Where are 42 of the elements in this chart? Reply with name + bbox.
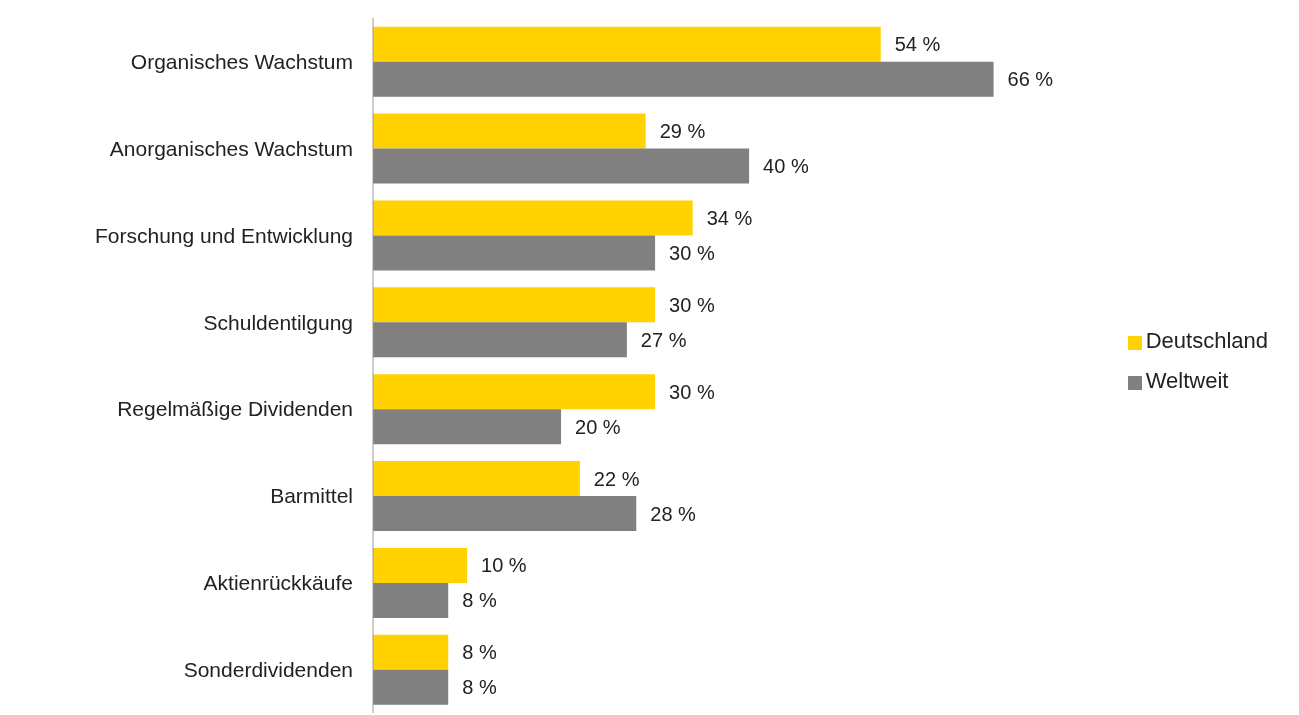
data-label: 8 % (462, 589, 497, 612)
bar (373, 547, 468, 583)
bar (373, 148, 750, 184)
bar (373, 582, 449, 618)
bar (373, 496, 637, 532)
bar (373, 634, 449, 670)
data-label: 20 % (575, 415, 621, 438)
data-label: 30 % (669, 293, 715, 316)
data-label: 29 % (659, 120, 706, 143)
data-label: 40 % (763, 155, 809, 178)
y-tick-label: Aktienrückkäufe (203, 571, 353, 595)
bar (373, 235, 656, 271)
bar (373, 287, 656, 323)
bar (373, 461, 580, 497)
data-label: 8 % (462, 676, 497, 699)
data-label: 10 % (481, 554, 527, 577)
data-label: 54 % (894, 33, 941, 56)
data-label: 22 % (593, 467, 640, 490)
y-tick-label: Regelmäßige Dividenden (117, 397, 353, 421)
y-tick-label: Sonderdividenden (183, 658, 353, 682)
y-tick-label: Organisches Wachstum (130, 49, 353, 73)
bar (373, 409, 562, 445)
bar (373, 113, 646, 149)
bar (373, 26, 881, 62)
data-label: 30 % (669, 380, 715, 403)
legend-label: Weltweit (1145, 367, 1229, 393)
data-label: 66 % (1007, 68, 1054, 91)
y-tick-label: Barmittel (270, 484, 353, 508)
y-tick-label: Anorganisches Wachstum (109, 136, 353, 160)
bar (373, 322, 627, 358)
data-label: 30 % (669, 241, 715, 264)
y-tick-label: Schuldentilgung (203, 310, 353, 334)
data-label: 28 % (650, 502, 697, 525)
data-label: 8 % (462, 641, 497, 664)
y-tick-label: Forschung und Entwicklung (95, 223, 353, 247)
bar (373, 200, 693, 236)
data-label: 34 % (706, 206, 753, 229)
legend-label: Deutschland (1145, 327, 1268, 353)
bar (373, 61, 994, 97)
bar (373, 374, 656, 410)
bar (373, 669, 449, 705)
data-label: 27 % (640, 328, 687, 351)
